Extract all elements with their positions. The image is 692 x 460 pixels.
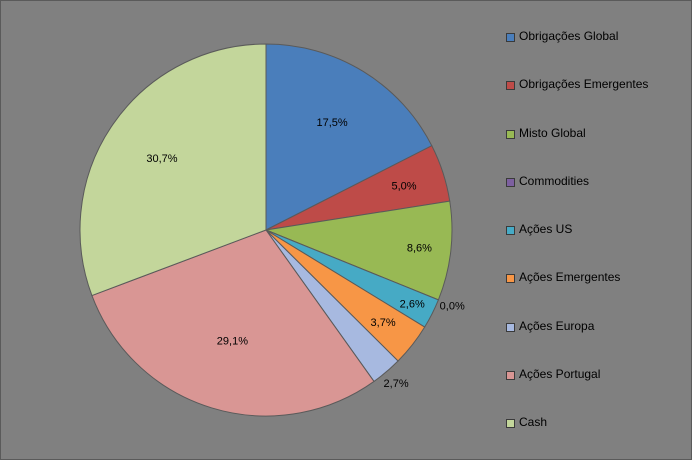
legend-item-acoes-emergentes: Ações Emergentes <box>506 270 686 318</box>
data-label-acoes-portugal: 29,1% <box>217 335 248 347</box>
legend-label: Ações Emergentes <box>519 270 621 285</box>
pie-slice-obrigacoes-global <box>265 43 433 231</box>
legend-label: Commodities <box>519 173 590 188</box>
legend-item-acoes-europa: Ações Europa <box>506 319 686 367</box>
legend-swatch-acoes-emergentes <box>506 274 515 284</box>
pie-data-labels: 17,5% 5,0% 8,6% 0,0% 2,6% 3,7% 2,7% 29,1% 30,7% <box>146 117 465 390</box>
pie-slices <box>79 43 453 417</box>
legend-item-acoes-us: Ações US <box>506 222 686 270</box>
pie-slice-cash <box>79 43 267 297</box>
legend-label: Obrigações Emergentes <box>519 77 649 92</box>
legend-item-acoes-portugal: Ações Portugal <box>506 367 686 415</box>
data-label-acoes-us: 2,6% <box>400 299 425 311</box>
data-label-commodities: 0,0% <box>440 301 465 313</box>
legend-label: Ações Europa <box>519 318 595 333</box>
legend-swatch-misto-global <box>506 129 515 139</box>
legend-label: Misto Global <box>519 125 586 140</box>
legend-item-obrigacoes-global: Obrigações Global <box>506 29 686 77</box>
legend-swatch-commodities <box>506 177 515 187</box>
legend-swatch-acoes-portugal <box>506 371 515 381</box>
data-label-misto-global: 8,6% <box>407 243 432 255</box>
legend-swatch-acoes-europa <box>506 322 515 332</box>
legend: Obrigações Global Obrigações Emergentes Mi… <box>506 29 686 459</box>
legend-item-misto-global: Misto Global <box>506 126 686 174</box>
legend-swatch-acoes-us <box>506 226 515 236</box>
data-label-cash: 30,7% <box>146 153 177 165</box>
legend-item-commodities: Commodities <box>506 174 686 222</box>
pie-slice-misto-global <box>264 200 453 301</box>
legend-swatch-obrigacoes-emergentes <box>506 81 515 91</box>
legend-swatch-cash <box>506 419 515 429</box>
legend-item-cash: Cash <box>506 415 686 459</box>
legend-label: Ações US <box>519 222 573 237</box>
data-label-acoes-europa: 2,7% <box>384 378 409 390</box>
pie-slice-acoes-portugal <box>91 229 375 417</box>
legend-item-obrigacoes-emergentes: Obrigações Emergentes <box>506 77 686 125</box>
legend-label: Obrigações Global <box>519 29 619 43</box>
legend-swatch-obrigacoes-global <box>506 33 515 42</box>
data-label-acoes-emergentes: 3,7% <box>371 317 396 329</box>
data-label-obrigacoes-global: 17,5% <box>316 117 347 129</box>
data-label-obrigacoes-emergentes: 5,0% <box>391 180 416 192</box>
legend-label: Cash <box>519 415 548 430</box>
legend-label: Ações Portugal <box>519 367 601 382</box>
